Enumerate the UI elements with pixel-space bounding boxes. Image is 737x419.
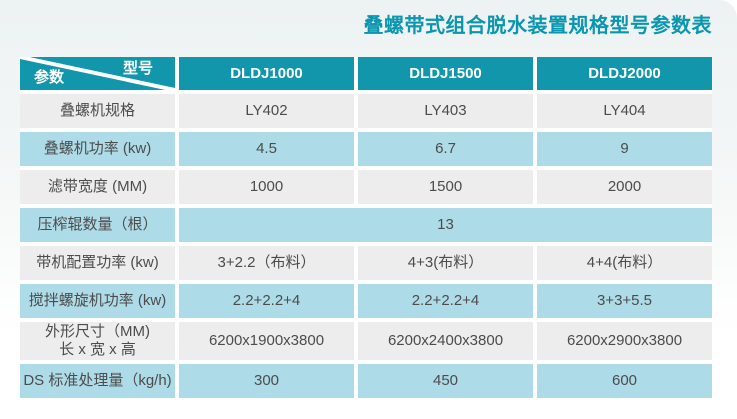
value-cell: 4.5 — [179, 132, 354, 166]
value-cell: 9 — [537, 132, 712, 166]
corner-model-label: 型号 — [122, 60, 153, 77]
row-label: DS 标准处理量（kg/h) — [20, 364, 175, 398]
row-label: 压榨辊数量（根） — [20, 208, 175, 242]
spec-table: 型号 参数 DLDJ1000 DLDJ1500 DLDJ2000 叠螺机规格 LY… — [20, 57, 712, 398]
table-row: 叠螺机功率 (kw) 4.5 6.7 9 — [20, 132, 712, 166]
column-header-dldj1500: DLDJ1500 — [358, 57, 533, 90]
value-cell: 4+3(布料） — [358, 246, 533, 280]
row-label: 带机配置功率 (kw) — [20, 246, 175, 280]
value-cell: 300 — [179, 364, 354, 398]
row-label: 搅拌螺旋机功率 (kw) — [20, 284, 175, 318]
row-label-line1: 外形尺寸（MM) — [45, 323, 150, 340]
row-label: 滤带宽度 (MM) — [20, 170, 175, 204]
table-row: 外形尺寸（MM) 长 x 宽 x 高 6200x1900x3800 6200x2400… — [20, 322, 712, 360]
value-cell: 2000 — [537, 170, 712, 204]
value-cell: 450 — [358, 364, 533, 398]
row-label: 外形尺寸（MM) 长 x 宽 x 高 — [20, 322, 175, 360]
corner-param-label: 参数 — [34, 69, 65, 86]
diagonal-divider-line — [20, 57, 175, 90]
corner-header-cell: 型号 参数 — [20, 57, 175, 90]
table-row: 带机配置功率 (kw) 3+2.2（布料） 4+3(布料） 4+4(布料） — [20, 246, 712, 280]
value-cell: 6200x2900x3800 — [537, 322, 712, 360]
row-label-lines: 外形尺寸（MM) 长 x 宽 x 高 — [45, 323, 150, 359]
table-row: 滤带宽度 (MM) 1000 1500 2000 — [20, 170, 712, 204]
value-cell: 3+2.2（布料） — [179, 246, 354, 280]
value-cell: 4+4(布料） — [537, 246, 712, 280]
spec-table-body: 叠螺机规格 LY402 LY403 LY404 叠螺机功率 (kw) 4.5 6.7 9 滤带宽… — [20, 94, 712, 398]
column-header-dldj1000: DLDJ1000 — [179, 57, 354, 90]
row-label: 叠螺机功率 (kw) — [20, 132, 175, 166]
value-cell: 1500 — [358, 170, 533, 204]
table-row: 搅拌螺旋机功率 (kw) 2.2+2.2+4 2.2+2.2+4 3+3+5.5 — [20, 284, 712, 318]
column-header-dldj2000: DLDJ2000 — [537, 57, 712, 90]
value-cell: 2.2+2.2+4 — [179, 284, 354, 318]
value-cell: 6.7 — [358, 132, 533, 166]
table-row: 叠螺机规格 LY402 LY403 LY404 — [20, 94, 712, 128]
value-cell: 1000 — [179, 170, 354, 204]
value-cell: LY404 — [537, 94, 712, 128]
value-cell: 600 — [537, 364, 712, 398]
row-label-line2: 长 x 宽 x 高 — [59, 341, 136, 358]
value-cell: 6200x1900x3800 — [179, 322, 354, 360]
value-cell: LY402 — [179, 94, 354, 128]
table-header-row: 型号 参数 DLDJ1000 DLDJ1500 DLDJ2000 — [20, 57, 712, 90]
value-cell: 6200x2400x3800 — [358, 322, 533, 360]
table-row: 压榨辊数量（根） 13 — [20, 208, 712, 242]
value-cell: 2.2+2.2+4 — [358, 284, 533, 318]
page-title: 叠螺带式组合脱水装置规格型号参数表 — [363, 15, 712, 37]
value-cell: 3+3+5.5 — [537, 284, 712, 318]
merged-value-cell: 13 — [179, 208, 712, 242]
row-label: 叠螺机规格 — [20, 94, 175, 128]
table-row: DS 标准处理量（kg/h) 300 450 600 — [20, 364, 712, 398]
value-cell: LY403 — [358, 94, 533, 128]
